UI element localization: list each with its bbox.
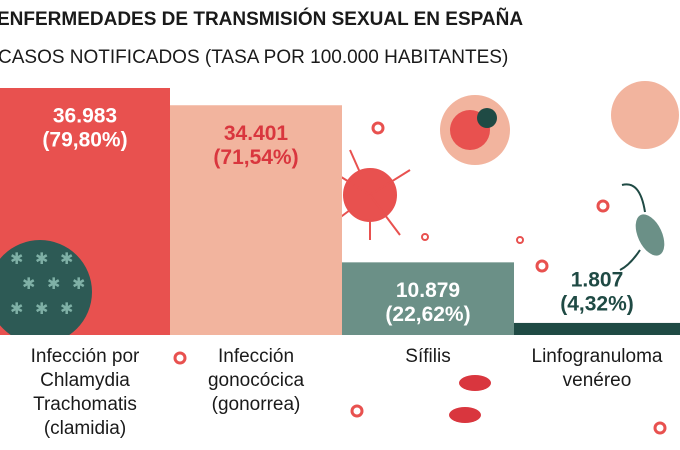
svg-text:✱: ✱: [72, 276, 85, 293]
svg-text:✱: ✱: [35, 301, 48, 318]
svg-text:✱: ✱: [35, 251, 48, 268]
bar: [170, 105, 342, 336]
value-label: 1.807: [571, 268, 624, 291]
svg-text:✱: ✱: [10, 301, 23, 318]
rate-label: (71,54%): [213, 146, 298, 169]
chart-subtitle: CASOS NOTIFICADOS (TASA POR 100.000 HABI…: [0, 47, 508, 68]
category-label: Linfogranuloma venéreo: [532, 346, 663, 391]
rate-label: (79,80%): [42, 129, 127, 152]
rate-label: (22,62%): [385, 303, 470, 326]
category-label: Infección gonocócica (gonorrea): [208, 346, 305, 415]
decoration-cell: ✱ ✱ ✱✱ ✱ ✱✱ ✱ ✱: [0, 240, 92, 335]
decorations: [173, 81, 679, 435]
chart-title: ENFERMEDADES DE TRANSMISIÓN SEXUAL EN ES…: [0, 8, 523, 30]
svg-text:✱: ✱: [60, 301, 73, 318]
category-label: Sífilis: [405, 346, 450, 367]
svg-text:✱: ✱: [10, 251, 23, 268]
value-label: 10.879: [396, 279, 460, 302]
svg-text:✱: ✱: [60, 251, 73, 268]
svg-text:✱: ✱: [22, 276, 35, 293]
svg-text:✱: ✱: [47, 276, 60, 293]
category-label: Infección por Chlamydia Trachomatis (clamid…: [31, 346, 140, 439]
value-label: 36.983: [53, 105, 117, 128]
bar: [342, 262, 514, 335]
bar: [514, 322, 680, 335]
value-label: 34.401: [224, 122, 289, 145]
rate-label: (4,32%): [560, 292, 634, 315]
